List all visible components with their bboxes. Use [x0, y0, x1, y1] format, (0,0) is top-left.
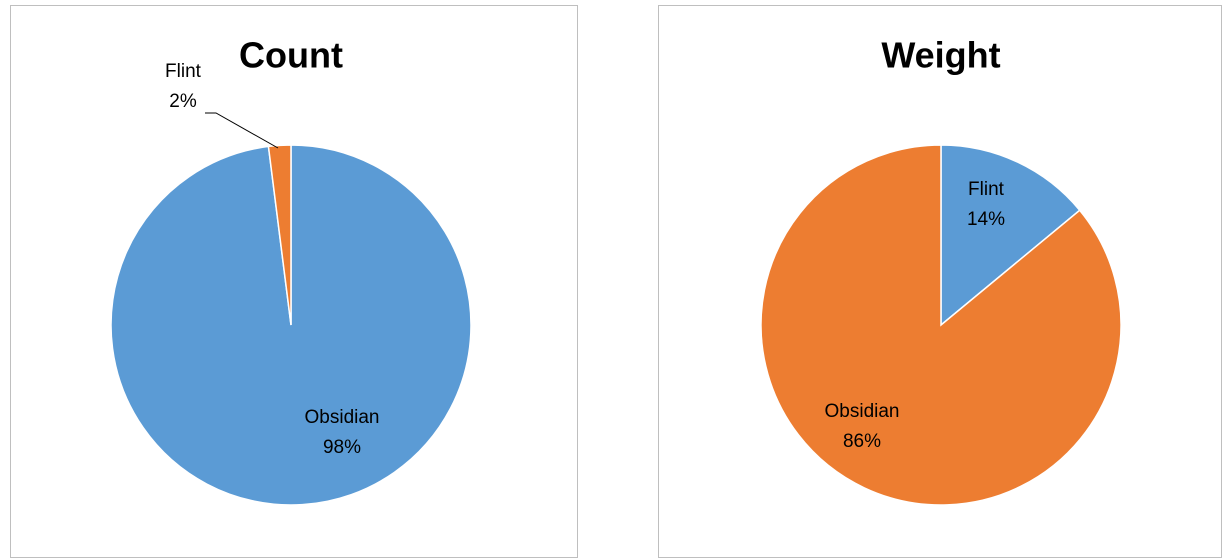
- slice-value-label: 2%: [169, 91, 197, 112]
- chart-title: Count: [239, 35, 343, 76]
- slice-value-label: 14%: [967, 209, 1005, 230]
- slice-value-label: 98%: [323, 437, 361, 458]
- slice-category-label: Obsidian: [825, 401, 900, 422]
- slice-value-label: 86%: [843, 431, 881, 452]
- chart-title: Weight: [881, 35, 1000, 76]
- pie-slice: [267, 144, 292, 326]
- leader-line: [205, 112, 279, 149]
- pie-slice: [940, 144, 1081, 327]
- slice-category-label: Obsidian: [305, 407, 380, 428]
- slice-category-label: Flint: [165, 61, 202, 82]
- pie-slice: [760, 144, 1122, 506]
- slice-category-label: Flint: [968, 179, 1005, 200]
